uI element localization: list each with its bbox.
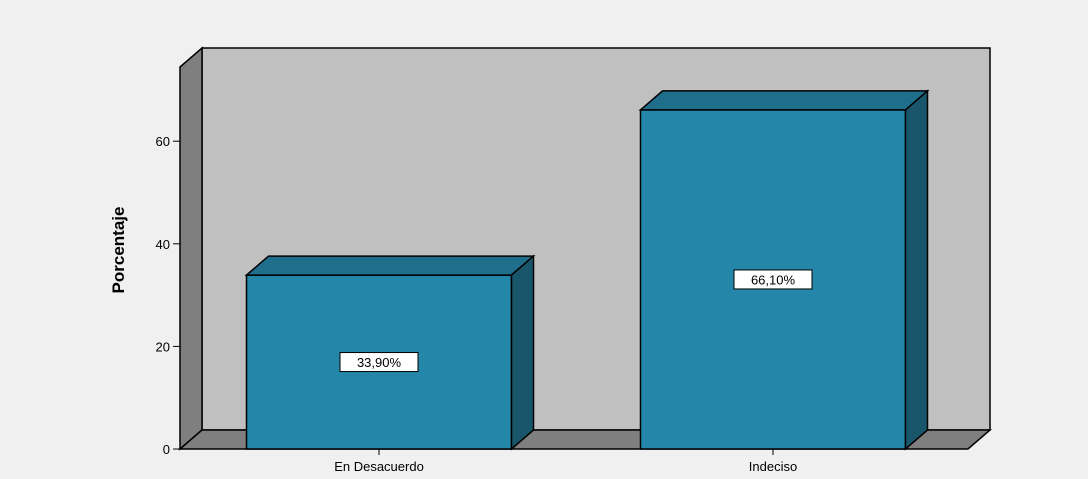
y-tick-label: 60 — [156, 134, 170, 149]
bar-side — [510, 254, 535, 451]
bar-side — [904, 89, 929, 451]
y-tick-label: 40 — [156, 237, 170, 252]
x-tick-label: Indeciso — [749, 459, 797, 474]
bar-top — [638, 90, 930, 111]
side-wall — [179, 46, 203, 451]
x-tick-label: En Desacuerdo — [334, 459, 424, 474]
y-tick-label: 0 — [163, 442, 170, 457]
y-axis-label: Porcentaje — [109, 207, 128, 294]
y-tick-label: 20 — [156, 339, 170, 354]
data-label-box — [339, 352, 419, 373]
data-label: 66,10% — [751, 272, 796, 287]
data-label-box — [733, 269, 813, 290]
bar-top — [244, 255, 536, 276]
data-label: 33,90% — [357, 355, 402, 370]
